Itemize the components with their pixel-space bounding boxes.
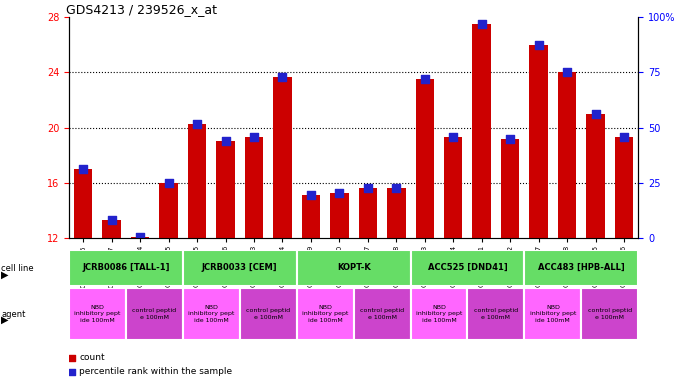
Bar: [69, 288, 126, 340]
Text: ▶: ▶: [1, 315, 9, 325]
Text: control peptid
e 100mM: control peptid e 100mM: [360, 308, 404, 319]
Bar: [74, 169, 92, 238]
Bar: [501, 139, 520, 238]
Bar: [581, 288, 638, 340]
Point: [306, 192, 317, 199]
Point: [267, 156, 278, 162]
Point: [334, 189, 345, 195]
Text: agent: agent: [1, 310, 26, 319]
Bar: [302, 195, 320, 238]
Point: [448, 134, 459, 141]
Text: percentile rank within the sample: percentile rank within the sample: [79, 367, 233, 376]
Point: [362, 185, 373, 192]
Bar: [359, 189, 377, 238]
Bar: [330, 192, 348, 238]
Point: [220, 138, 231, 144]
Bar: [183, 250, 297, 286]
Point: [277, 74, 288, 80]
Point: [504, 136, 515, 142]
Text: control peptid
e 100mM: control peptid e 100mM: [246, 308, 290, 319]
Point: [135, 233, 146, 240]
Text: ACC525 [DND41]: ACC525 [DND41]: [428, 263, 507, 272]
Text: ACC483 [HPB-ALL]: ACC483 [HPB-ALL]: [538, 263, 624, 272]
Point: [267, 281, 278, 287]
Text: NBD
inhibitory pept
ide 100mM: NBD inhibitory pept ide 100mM: [188, 305, 235, 323]
Point: [391, 185, 402, 192]
Bar: [444, 137, 462, 238]
Bar: [131, 237, 150, 238]
Bar: [387, 189, 406, 238]
Bar: [297, 250, 411, 286]
Text: control peptid
e 100mM: control peptid e 100mM: [588, 308, 632, 319]
Bar: [473, 24, 491, 238]
Point: [476, 21, 487, 27]
Text: JCRB0086 [TALL-1]: JCRB0086 [TALL-1]: [82, 263, 170, 272]
Text: NBD
inhibitory pept
ide 100mM: NBD inhibitory pept ide 100mM: [530, 305, 576, 323]
Bar: [411, 250, 524, 286]
Text: control peptid
e 100mM: control peptid e 100mM: [474, 308, 518, 319]
Bar: [240, 288, 297, 340]
Bar: [102, 220, 121, 238]
Point: [163, 180, 174, 186]
Text: cell line: cell line: [1, 264, 34, 273]
Text: NBD
inhibitory pept
ide 100mM: NBD inhibitory pept ide 100mM: [302, 305, 348, 323]
Bar: [415, 79, 434, 238]
Bar: [273, 77, 292, 238]
Bar: [468, 288, 524, 340]
Point: [562, 70, 573, 76]
Bar: [297, 288, 354, 340]
Text: control peptid
e 100mM: control peptid e 100mM: [132, 308, 177, 319]
Text: KOPT-K: KOPT-K: [337, 263, 371, 272]
Text: ▶: ▶: [1, 270, 9, 280]
Bar: [529, 45, 548, 238]
Bar: [615, 137, 633, 238]
Bar: [126, 288, 183, 340]
Point: [192, 121, 203, 127]
Text: GDS4213 / 239526_x_at: GDS4213 / 239526_x_at: [66, 3, 217, 16]
Point: [248, 134, 259, 141]
Bar: [524, 288, 581, 340]
Bar: [586, 114, 605, 238]
Bar: [411, 288, 468, 340]
Bar: [69, 250, 183, 286]
Bar: [524, 250, 638, 286]
Bar: [216, 141, 235, 238]
Point: [420, 76, 431, 83]
Bar: [245, 137, 264, 238]
Bar: [188, 124, 206, 238]
Bar: [183, 288, 240, 340]
Text: NBD
inhibitory pept
ide 100mM: NBD inhibitory pept ide 100mM: [75, 305, 121, 323]
Text: count: count: [79, 353, 105, 362]
Text: JCRB0033 [CEM]: JCRB0033 [CEM]: [202, 263, 277, 272]
Point: [618, 134, 629, 141]
Bar: [558, 73, 576, 238]
Bar: [159, 183, 178, 238]
Point: [106, 217, 117, 223]
Point: [533, 42, 544, 48]
Text: NBD
inhibitory pept
ide 100mM: NBD inhibitory pept ide 100mM: [416, 305, 462, 323]
Point: [590, 111, 601, 117]
Bar: [353, 288, 411, 340]
Point: [78, 166, 89, 172]
